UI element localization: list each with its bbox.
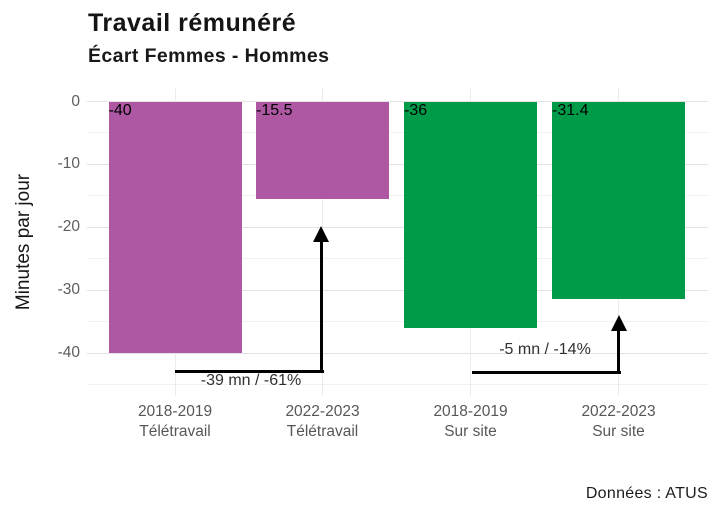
y-tick-label-2: -20 — [57, 218, 80, 236]
x-label-period: 2018-2019 — [137, 403, 213, 420]
annotation-sur-site-vline — [617, 330, 620, 373]
gridline-y-minor--15 — [87, 195, 708, 197]
y-tick-label-0: 0 — [71, 92, 80, 110]
x-label-period: 2022-2023 — [285, 403, 360, 420]
annotation-teletravail-hline — [175, 370, 324, 373]
annotation-sur-site-arrowhead-icon — [611, 315, 627, 331]
annotation-sur-site-label: -5 mn / -14% — [499, 341, 591, 358]
chart-subtitle: Écart Femmes - Hommes — [88, 45, 330, 67]
gridline-y-minor--35 — [87, 321, 708, 323]
gridline-y-major--10 — [87, 163, 708, 165]
bar-2022-2023-teletravail: -15.5 — [256, 101, 389, 199]
plot-panel: -40 -15.5 -36 -31.4 — [87, 88, 708, 396]
chart-title: Travail rémunéré — [88, 9, 297, 37]
x-label-mode: Sur site — [592, 423, 645, 440]
annotation-teletravail-vline — [320, 240, 323, 372]
x-label-mode: Télétravail — [286, 423, 359, 440]
y-tick-label-1: -10 — [57, 155, 80, 173]
gridline-y-minor--5 — [87, 132, 708, 134]
bar-2018-2019-teletravail: -40 — [108, 101, 242, 353]
gridline-y-minor--45 — [87, 383, 708, 385]
gridline-y-major-0 — [87, 101, 708, 102]
annotation-teletravail-arrowhead-icon — [313, 226, 329, 242]
y-tick-label-3: -30 — [57, 281, 80, 299]
x-label-2018-2019-sur-site: 2018-2019 Sur site — [395, 402, 547, 442]
x-label-2018-2019-teletravail: 2018-2019 Télétravail — [99, 402, 251, 442]
gridline-y-major--20 — [87, 226, 708, 228]
x-label-mode: Sur site — [444, 423, 497, 440]
gridline-y-major--30 — [87, 289, 708, 291]
x-label-period: 2022-2023 — [581, 403, 656, 420]
gridline-y-major--40 — [87, 352, 708, 354]
x-label-2022-2023-sur-site: 2022-2023 Sur site — [543, 402, 695, 442]
x-label-period: 2018-2019 — [433, 403, 508, 420]
source-caption: Données : ATUS — [585, 485, 708, 502]
bar-2022-2023-sur-site: -31.4 — [552, 101, 685, 299]
gridline-y-minor--25 — [87, 258, 708, 260]
x-label-2022-2023-teletravail: 2022-2023 Télétravail — [247, 402, 399, 442]
annotation-sur-site-hline — [472, 371, 621, 374]
y-tick-label-4: -40 — [57, 344, 80, 361]
annotation-teletravail-label: -39 mn / -61% — [200, 372, 302, 389]
bar-2018-2019-sur-site: -36 — [404, 101, 537, 328]
x-label-mode: Télétravail — [139, 423, 211, 440]
